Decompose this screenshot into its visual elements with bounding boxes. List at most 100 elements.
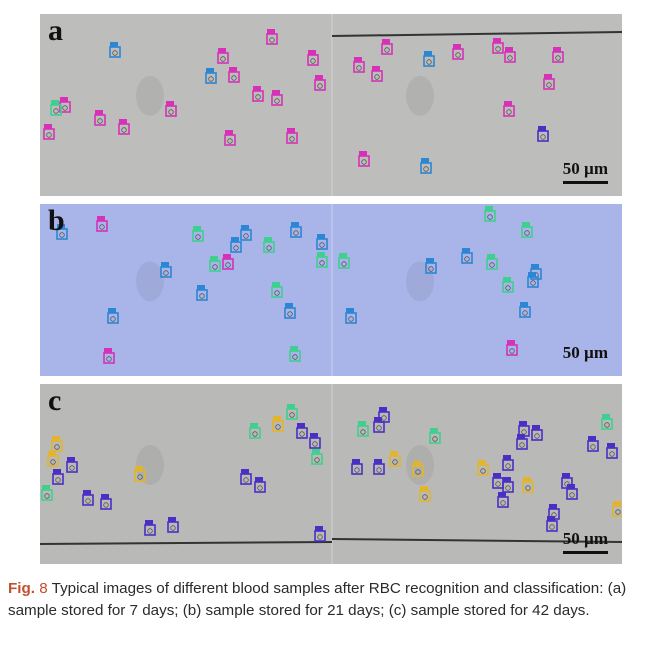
rbc-detection-box bbox=[252, 86, 264, 102]
micrograph-c-image bbox=[40, 384, 622, 564]
scalebar-a-bar bbox=[562, 181, 608, 184]
micrograph-artifact bbox=[406, 75, 434, 116]
rbc-detection-box bbox=[314, 526, 326, 542]
rbc-detection-box bbox=[82, 490, 94, 506]
rbc-detection-box bbox=[209, 256, 221, 272]
rbc-detection-box bbox=[263, 237, 275, 253]
panel-label-b: b bbox=[48, 204, 65, 237]
rbc-detection-box bbox=[537, 126, 549, 142]
panel-label-c: c bbox=[48, 384, 62, 417]
scalebar-a-label: 50 µm bbox=[562, 159, 608, 178]
rbc-detection-box bbox=[94, 110, 106, 126]
micrograph-artifact bbox=[136, 261, 164, 302]
rbc-detection-box bbox=[606, 443, 618, 459]
rbc-detection-box bbox=[316, 252, 328, 268]
rbc-detection-box bbox=[461, 248, 473, 264]
rbc-detection-box bbox=[205, 68, 217, 84]
rbc-detection-box bbox=[118, 119, 130, 135]
rbc-detection-box bbox=[286, 128, 298, 144]
rbc-detection-box bbox=[47, 451, 59, 467]
rbc-detection-box bbox=[486, 254, 498, 270]
rbc-detection-box bbox=[546, 516, 558, 532]
rbc-detection-box bbox=[521, 222, 533, 238]
figure-label: Fig. bbox=[8, 580, 35, 597]
rbc-detection-box bbox=[358, 151, 370, 167]
rbc-detection-box bbox=[381, 39, 393, 55]
rbc-detection-box bbox=[196, 285, 208, 301]
rbc-detection-box bbox=[43, 124, 55, 140]
rbc-detection-box bbox=[66, 457, 78, 473]
rbc-detection-box bbox=[134, 466, 146, 482]
chamber-edge-line bbox=[331, 31, 622, 37]
rbc-detection-box bbox=[316, 234, 328, 250]
rbc-detection-box bbox=[345, 308, 357, 324]
rbc-detection-box bbox=[240, 469, 252, 485]
rbc-detection-box bbox=[351, 459, 363, 475]
rbc-detection-box bbox=[289, 346, 301, 362]
figure-caption-text: Typical images of different blood sample… bbox=[8, 580, 627, 619]
rbc-detection-box bbox=[601, 414, 613, 430]
rbc-detection-box bbox=[272, 416, 284, 432]
scalebar-c-label: 50 µm bbox=[562, 529, 608, 548]
rbc-detection-box bbox=[309, 433, 321, 449]
rbc-detection-box bbox=[503, 101, 515, 117]
micrograph-background bbox=[40, 14, 622, 196]
rbc-detection-box bbox=[50, 100, 62, 116]
rbc-detection-box bbox=[552, 47, 564, 63]
rbc-detection-box bbox=[353, 57, 365, 73]
figure-caption: Fig. 8 Typical images of different blood… bbox=[8, 578, 662, 622]
micrograph-artifact bbox=[406, 261, 434, 302]
rbc-detection-box bbox=[504, 47, 516, 63]
rbc-detection-box bbox=[192, 226, 204, 242]
rbc-detection-box bbox=[484, 206, 496, 222]
figure-number: 8 bbox=[39, 580, 48, 597]
rbc-detection-box bbox=[389, 451, 401, 467]
rbc-detection-box bbox=[522, 477, 534, 493]
rbc-detection-box bbox=[222, 254, 234, 270]
micrograph-b-image bbox=[40, 204, 622, 376]
rbc-detection-box bbox=[502, 455, 514, 471]
rbc-detection-box bbox=[59, 97, 71, 113]
rbc-detection-box bbox=[357, 421, 369, 437]
rbc-detection-box bbox=[240, 225, 252, 241]
rbc-detection-box bbox=[165, 101, 177, 117]
rbc-detection-box bbox=[420, 158, 432, 174]
rbc-detection-box bbox=[249, 423, 261, 439]
micrograph-background bbox=[40, 204, 622, 376]
micrograph-panel-b: b 50 µm bbox=[40, 204, 622, 376]
rbc-detection-box bbox=[290, 222, 302, 238]
rbc-detection-box bbox=[502, 277, 514, 293]
chamber-edge-line bbox=[331, 538, 622, 543]
rbc-detection-box bbox=[452, 44, 464, 60]
rbc-detection-box bbox=[502, 477, 514, 493]
rbc-detection-box bbox=[373, 459, 385, 475]
rbc-detection-box bbox=[224, 130, 236, 146]
micrograph-panel-c: c 50 µm bbox=[40, 384, 622, 564]
rbc-detection-box bbox=[41, 485, 53, 501]
rbc-detection-box bbox=[228, 67, 240, 83]
rbc-detection-box bbox=[519, 302, 531, 318]
rbc-detection-box bbox=[56, 224, 68, 240]
micrograph-artifact bbox=[136, 75, 164, 116]
rbc-detection-box bbox=[543, 74, 555, 90]
scalebar-b-label: 50 µm bbox=[562, 343, 608, 362]
rbc-detection-box bbox=[109, 42, 121, 58]
rbc-detection-box bbox=[296, 423, 308, 439]
rbc-detection-box bbox=[107, 308, 119, 324]
rbc-detection-box bbox=[52, 469, 64, 485]
rbc-detection-box bbox=[477, 460, 489, 476]
panel-label-a: a bbox=[48, 14, 63, 47]
rbc-detection-box bbox=[314, 75, 326, 91]
rbc-detection-box bbox=[307, 50, 319, 66]
rbc-detection-box bbox=[419, 486, 431, 502]
rbc-detection-box bbox=[412, 461, 424, 477]
micrograph-panel-a: a 50 µm bbox=[40, 14, 622, 196]
rbc-detection-box bbox=[271, 282, 283, 298]
rbc-detection-box bbox=[144, 520, 156, 536]
chamber-edge-line bbox=[40, 541, 333, 545]
rbc-detection-box bbox=[506, 340, 518, 356]
rbc-detection-box bbox=[566, 484, 578, 500]
scalebar-a: 50 µm bbox=[562, 159, 608, 184]
rbc-detection-box bbox=[338, 253, 350, 269]
scalebar-c-bar bbox=[562, 551, 608, 554]
